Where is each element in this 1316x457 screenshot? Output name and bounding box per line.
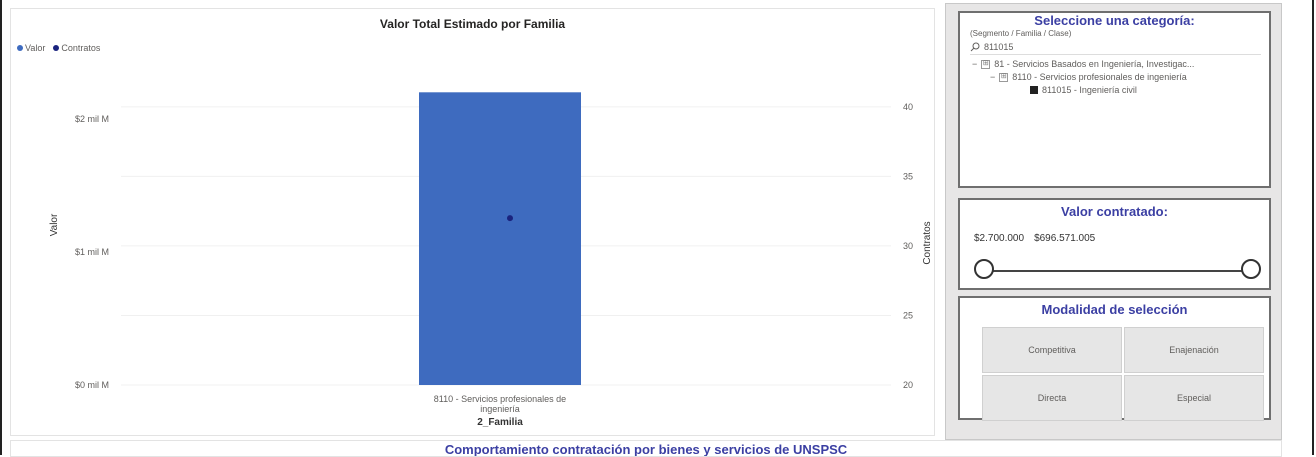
category-slicer: Seleccione una categoría: (Segmento / Fa… [958,11,1271,188]
tree-item-label: 8110 - Servicios profesionales de ingeni… [1012,72,1187,82]
collapse-icon[interactable]: − [990,72,996,82]
y-left-tick-label: $0 mil M [75,380,109,390]
x-axis-title: 2_Familia [477,417,523,428]
legend-label: Contratos [61,43,101,53]
valor-chart-card[interactable]: 40 35 30 25 20 $2 mil M $1 mil M $0 mil M Valor C… [10,8,935,436]
search-input[interactable]: 811015 [984,42,1014,52]
unspsc-title: Comportamiento contratación por bienes y… [444,442,848,457]
option-competitiva-button[interactable]: Competitiva [982,327,1122,373]
category-slicer-subtitle: (Segmento / Familia / Clase) [970,29,1072,38]
checkbox-checked-icon[interactable] [1030,86,1038,94]
range-max-value[interactable]: $696.571.005 [1034,233,1096,244]
chart-title: Valor Total Estimado por Familia [379,17,566,31]
y-right-axis-title: Contratos [922,221,933,264]
option-enajenacion-button[interactable]: Enajenación [1124,327,1264,373]
valor-slicer-title: Valor contratado: [1061,204,1168,219]
x-tick-label: ingeniería [480,404,520,414]
range-min-handle[interactable] [974,259,994,279]
point-contratos [507,215,513,222]
tree-item-label: 81 - Servicios Basados en Ingeniería, In… [994,59,1195,69]
legend-label: Valor [25,43,46,53]
tree-item-label: 811015 - Ingeniería civil [1042,85,1137,95]
legend-item-contratos[interactable]: Contratos [53,43,100,53]
y-right-tick-label: 40 [903,102,913,112]
tree-item-segment[interactable]: − ⊞ 81 - Servicios Basados en Ingeniería… [960,59,1269,69]
unspsc-card[interactable]: Comportamiento contratación por bienes y… [10,440,1282,457]
x-tick-label: 8110 - Servicios profesionales de [434,394,566,404]
valor-chart: 40 35 30 25 20 $2 mil M $1 mil M $0 mil M Valor C… [49,92,933,428]
category-slicer-title: Seleccione una categoría: [1034,13,1195,28]
y-right-tick-label: 20 [903,380,913,390]
search-icon [970,42,980,52]
option-directa-button[interactable]: Directa [982,375,1122,421]
tree-item-familia[interactable]: − ⊞ 8110 - Servicios profesionales de in… [960,72,1269,82]
chart-legend: Valor Contratos [17,43,100,53]
y-left-axis-title: Valor [49,213,60,236]
range-min-value[interactable]: $2.700.000 [974,233,1025,244]
y-left-tick-label: $2 mil M [75,114,109,124]
expand-box-icon[interactable]: ⊞ [981,59,991,69]
modalidad-title: Modalidad de selección [1041,302,1188,317]
modalidad-slicer: Modalidad de selección Competitiva Enaje… [958,296,1271,421]
option-especial-button[interactable]: Especial [1124,375,1264,421]
tree-item-clase[interactable]: 811015 - Ingeniería civil [960,85,1269,95]
expand-box-icon[interactable]: ⊞ [999,72,1009,82]
legend-item-valor[interactable]: Valor [17,43,45,53]
bar-valor [419,92,581,385]
legend-dot-icon [53,45,60,51]
range-max-handle[interactable] [1241,259,1261,279]
valor-slicer: Valor contratado: $2.700.000 $696.571.00… [958,198,1271,290]
category-search[interactable]: 811015 [970,42,1261,55]
y-right-tick-label: 25 [903,310,913,320]
range-slider-track[interactable] [974,259,1261,279]
y-right-tick-label: 35 [903,171,913,181]
filters-panel: Seleccione una categoría: (Segmento / Fa… [945,3,1282,440]
collapse-icon[interactable]: − [972,59,978,69]
y-right-tick-label: 30 [903,241,913,251]
y-left-tick-label: $1 mil M [75,247,109,257]
legend-dot-icon [17,45,23,51]
